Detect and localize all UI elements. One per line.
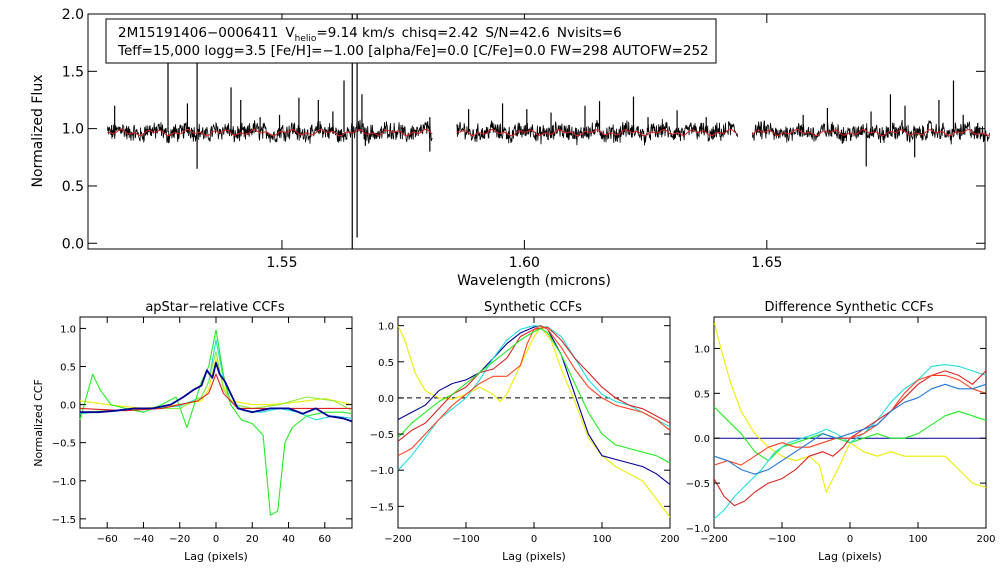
apstar-ytick-label: −1.5 <box>52 515 76 526</box>
apstar-series-green <box>79 329 353 516</box>
spectrum-x-label: Wavelength (microns) <box>457 273 611 289</box>
synthetic-xtick-label: 200 <box>660 534 679 545</box>
difference-plot-frame <box>713 316 987 529</box>
apstar-xtick-label: 20 <box>246 534 259 545</box>
apstar-xtick-label: −20 <box>169 534 190 545</box>
spectrum-ytick-label: 0.0 <box>62 236 84 252</box>
difference-series-red <box>713 370 987 507</box>
spectrum-observed-segment-3 <box>751 119 990 145</box>
difference-xtick-label: −200 <box>700 534 727 545</box>
vhelio-value: =9.14 km/s <box>316 25 394 41</box>
spectrum-xtick-label: 1.65 <box>751 255 782 271</box>
apstar-ccf-title: apStar−relative CCFs <box>145 300 285 315</box>
spectrum-ytick-label: 1.0 <box>62 122 84 138</box>
synthetic-xtick-label: 100 <box>592 534 611 545</box>
difference-ytick-label: 0.5 <box>694 389 710 400</box>
spectrum-model-segment-3 <box>751 129 991 137</box>
spectrum-ytick-label: 2.0 <box>62 7 84 23</box>
synthetic-xtick-label: 0 <box>531 534 537 545</box>
spectrum-panel: 1.55 1.60 1.65 0.0 0.5 1.0 1.5 2.0 2M15191406−0… <box>30 7 991 289</box>
spectrum-model-segment-1 <box>107 129 433 137</box>
difference-series-cyan <box>713 364 987 520</box>
spectrum-xtick-label: 1.60 <box>509 255 540 271</box>
difference-xtick-label: 100 <box>908 534 927 545</box>
synthetic-xtick-label: −200 <box>384 534 411 545</box>
apstar-xtick-label: 60 <box>318 534 331 545</box>
star-id: 2M15191406−0006411 <box>118 25 278 41</box>
apstar-x-label: Lag (pixels) <box>184 550 248 563</box>
spectrum-xtick-label: 1.55 <box>266 255 297 271</box>
difference-xtick-label: 200 <box>976 534 995 545</box>
apstar-ytick-label: 0.5 <box>60 363 76 374</box>
apstar-series-red <box>79 373 352 412</box>
chisq-value: chisq=2.42 <box>402 25 479 41</box>
annotation-line-1: 2M15191406−0006411 Vhelio=9.14 km/s chisq=… <box>118 25 622 44</box>
synthetic-ytick-label: −1.0 <box>370 466 394 477</box>
spectrum-ytick-label: 0.5 <box>62 179 84 195</box>
vhelio-label: V <box>285 25 295 41</box>
difference-ytick-label: −0.5 <box>686 479 710 490</box>
spectrum-observed-segment-2 <box>456 118 739 146</box>
apstar-xtick-label: 40 <box>282 534 295 545</box>
difference-ytick-label: 0.0 <box>694 434 710 445</box>
apstar-xtick-label: −60 <box>97 534 118 545</box>
synthetic-x-label: Lag (pixels) <box>502 550 566 563</box>
difference-ytick-label: 1.0 <box>694 344 710 355</box>
apstar-series-group <box>79 329 353 516</box>
vhelio-subscript: helio <box>295 34 317 44</box>
sn-value: S/N=42.6 <box>485 25 550 41</box>
difference-x-label: Lag (pixels) <box>818 550 882 563</box>
synthetic-series-cyan <box>397 325 671 471</box>
apstar-ytick-label: −0.5 <box>52 439 76 450</box>
annotation-line-2: Teff=15,000 logg=3.5 [Fe/H]=−1.00 [alpha… <box>117 43 709 59</box>
spectrum-model-segment-2 <box>456 129 738 137</box>
difference-xtick-label: −100 <box>768 534 795 545</box>
apstar-xtick-label: 0 <box>213 534 219 545</box>
apstar-ccf-panel: apStar−relative CCFs −60 −40 −20 0 20 40 60 −1.… <box>32 300 353 563</box>
synthetic-xtick-label: −100 <box>452 534 479 545</box>
difference-series-blue <box>713 383 987 475</box>
synthetic-plot-frame <box>397 316 671 529</box>
spectrum-axes: 1.55 1.60 1.65 0.0 0.5 1.0 1.5 2.0 <box>62 7 985 271</box>
apstar-xtick-label: −40 <box>133 534 154 545</box>
spectrum-plot-frame <box>87 13 986 250</box>
synthetic-series-yellow <box>397 325 671 518</box>
difference-series-group <box>713 321 987 520</box>
apstar-series-blue <box>80 361 353 423</box>
apstar-y-label: Normalized CCF <box>32 379 45 467</box>
apstar-ytick-label: −1.0 <box>52 477 76 488</box>
synthetic-ytick-label: 0.5 <box>378 358 394 369</box>
synthetic-axes: −200 −100 0 100 200 −1.5 −1.0 −0.5 0.0 0.5 1.0 <box>370 317 680 545</box>
difference-axes: −200 −100 0 100 200 −1.0 −0.5 0.0 0.5 1.0 <box>686 317 996 545</box>
synthetic-series-orange <box>397 325 671 457</box>
annotation-box <box>105 18 717 64</box>
synthetic-ccf-title: Synthetic CCFs <box>484 300 582 315</box>
difference-ytick-label: −1.0 <box>686 524 710 535</box>
difference-ccf-title: Difference Synthetic CCFs <box>764 300 933 315</box>
apstar-axes: −60 −40 −20 0 20 40 60 −1.5 −1.0 −0.5 0.0 0.5 1.0 <box>52 317 352 545</box>
difference-xtick-label: 0 <box>847 534 853 545</box>
spectrum-ytick-label: 1.5 <box>62 64 84 80</box>
apstar-ytick-label: 1.0 <box>60 324 76 335</box>
synthetic-ytick-label: −0.5 <box>370 430 394 441</box>
spectrum-observed-segment-1 <box>107 119 433 145</box>
apstar-plot-frame <box>79 316 353 529</box>
difference-series-yellow <box>713 321 987 493</box>
nvisits-value: Nvisits=6 <box>557 25 622 41</box>
difference-ccf-panel: Difference Synthetic CCFs −200 −100 0 100 20… <box>686 300 996 563</box>
synthetic-ccf-panel: Synthetic CCFs −200 −100 0 100 200 −1.5 −1.0 −0… <box>370 300 680 563</box>
synthetic-ytick-label: 1.0 <box>378 322 394 333</box>
synthetic-ytick-label: −1.5 <box>370 502 394 513</box>
difference-series-orange <box>713 374 987 466</box>
synthetic-series-group <box>397 325 671 518</box>
synthetic-ytick-label: 0.0 <box>378 394 394 405</box>
apstar-ytick-label: 0.0 <box>60 401 76 412</box>
synthetic-series-red <box>397 326 671 442</box>
synthetic-series-green <box>397 328 671 464</box>
spectrum-y-label: Normalized Flux <box>30 75 46 188</box>
